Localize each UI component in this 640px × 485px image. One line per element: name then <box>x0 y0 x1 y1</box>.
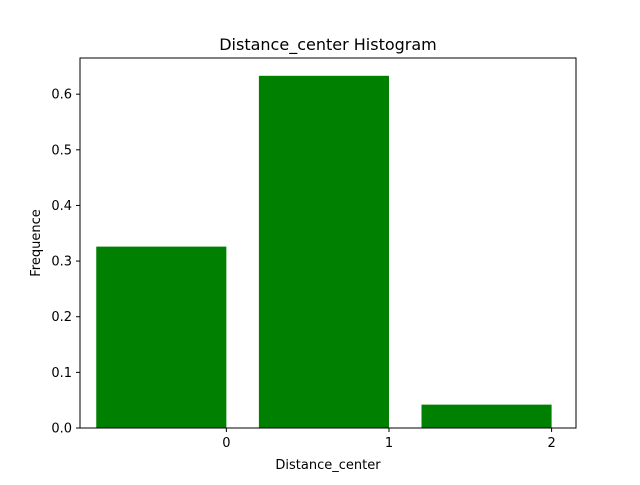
plot-frame <box>79 57 577 429</box>
bars-layer <box>96 75 552 429</box>
x-axis-label: Distance_center <box>275 458 381 473</box>
y-tick-label-0: 0.0 <box>51 422 72 437</box>
histogram-bar-2 <box>421 404 552 428</box>
y-tick-label-6: 0.6 <box>51 88 72 103</box>
chart-title: Distance_center Histogram <box>219 35 437 55</box>
x-tick-label-2: 2 <box>547 436 555 451</box>
y-tick-label-1: 0.1 <box>51 366 72 381</box>
x-tick-label-0: 0 <box>222 436 230 451</box>
y-tick-label-5: 0.5 <box>51 143 72 158</box>
histogram-bar-1 <box>258 75 389 429</box>
x-tick-label-1: 1 <box>385 436 393 451</box>
y-axis-label: Frequence <box>29 209 44 276</box>
y-tick-label-3: 0.3 <box>51 255 72 270</box>
y-tick-label-4: 0.4 <box>51 199 72 214</box>
histogram-bar-0 <box>96 246 227 428</box>
y-tick-label-2: 0.2 <box>51 310 72 325</box>
ticks-layer: 0 1 2 0.0 0.1 0.2 0.3 0.4 0.5 0.6 <box>51 88 555 451</box>
